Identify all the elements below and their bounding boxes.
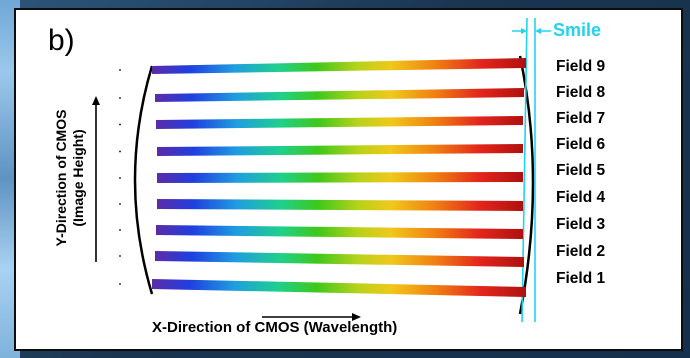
spectral-stripe-5 xyxy=(157,172,523,183)
y-axis-title-line1: Y-Direction of CMOS xyxy=(53,109,69,247)
field-label-9: Field 9 xyxy=(556,58,606,75)
tick-dot xyxy=(119,123,121,126)
left-bracket-curve xyxy=(133,65,154,295)
tick-dot xyxy=(119,69,121,71)
y-arrow-head xyxy=(92,96,100,105)
field-label-1: Field 1 xyxy=(556,270,606,287)
smile-arrow-right-head xyxy=(535,28,541,34)
field-label-7: Field 7 xyxy=(556,110,606,127)
x-arrow-head xyxy=(352,313,361,321)
smile-line-left xyxy=(521,17,528,323)
field-label-2: Field 2 xyxy=(556,243,606,260)
tick-dot xyxy=(119,229,121,231)
spectral-stripe-8 xyxy=(155,88,524,102)
field-label-3: Field 3 xyxy=(556,216,606,233)
panel-label: b) xyxy=(48,24,75,57)
field-label-4: Field 4 xyxy=(556,189,606,206)
tick-dot xyxy=(119,203,121,205)
spectral-stripe-3 xyxy=(156,225,523,239)
spectral-stripe-9 xyxy=(152,58,526,74)
tick-dots xyxy=(119,69,121,285)
x-axis-title: X-Direction of CMOS (Wavelength) xyxy=(152,319,398,336)
field-label-6: Field 6 xyxy=(556,136,606,153)
y-axis-title-line2: (Image Height) xyxy=(70,129,86,227)
spectral-stripe-6 xyxy=(157,144,523,156)
tick-dot xyxy=(119,177,121,179)
tick-dot xyxy=(119,283,121,285)
smile-label: Smile xyxy=(553,20,602,40)
spectral-stripes xyxy=(152,58,526,297)
y-axis-title: Y-Direction of CMOS (Image Height) xyxy=(53,110,87,247)
tick-dot xyxy=(119,150,121,153)
field-label-8: Field 8 xyxy=(556,84,606,101)
spectral-stripe-2 xyxy=(155,251,524,267)
field-label-5: Field 5 xyxy=(556,162,606,179)
spectral-stripe-7 xyxy=(156,116,523,129)
tick-dot xyxy=(119,255,121,257)
tick-dot xyxy=(119,97,121,99)
smile-arrow-left-head xyxy=(521,28,527,34)
spectral-stripe-4 xyxy=(157,199,523,211)
spectral-stripe-1 xyxy=(152,279,526,297)
